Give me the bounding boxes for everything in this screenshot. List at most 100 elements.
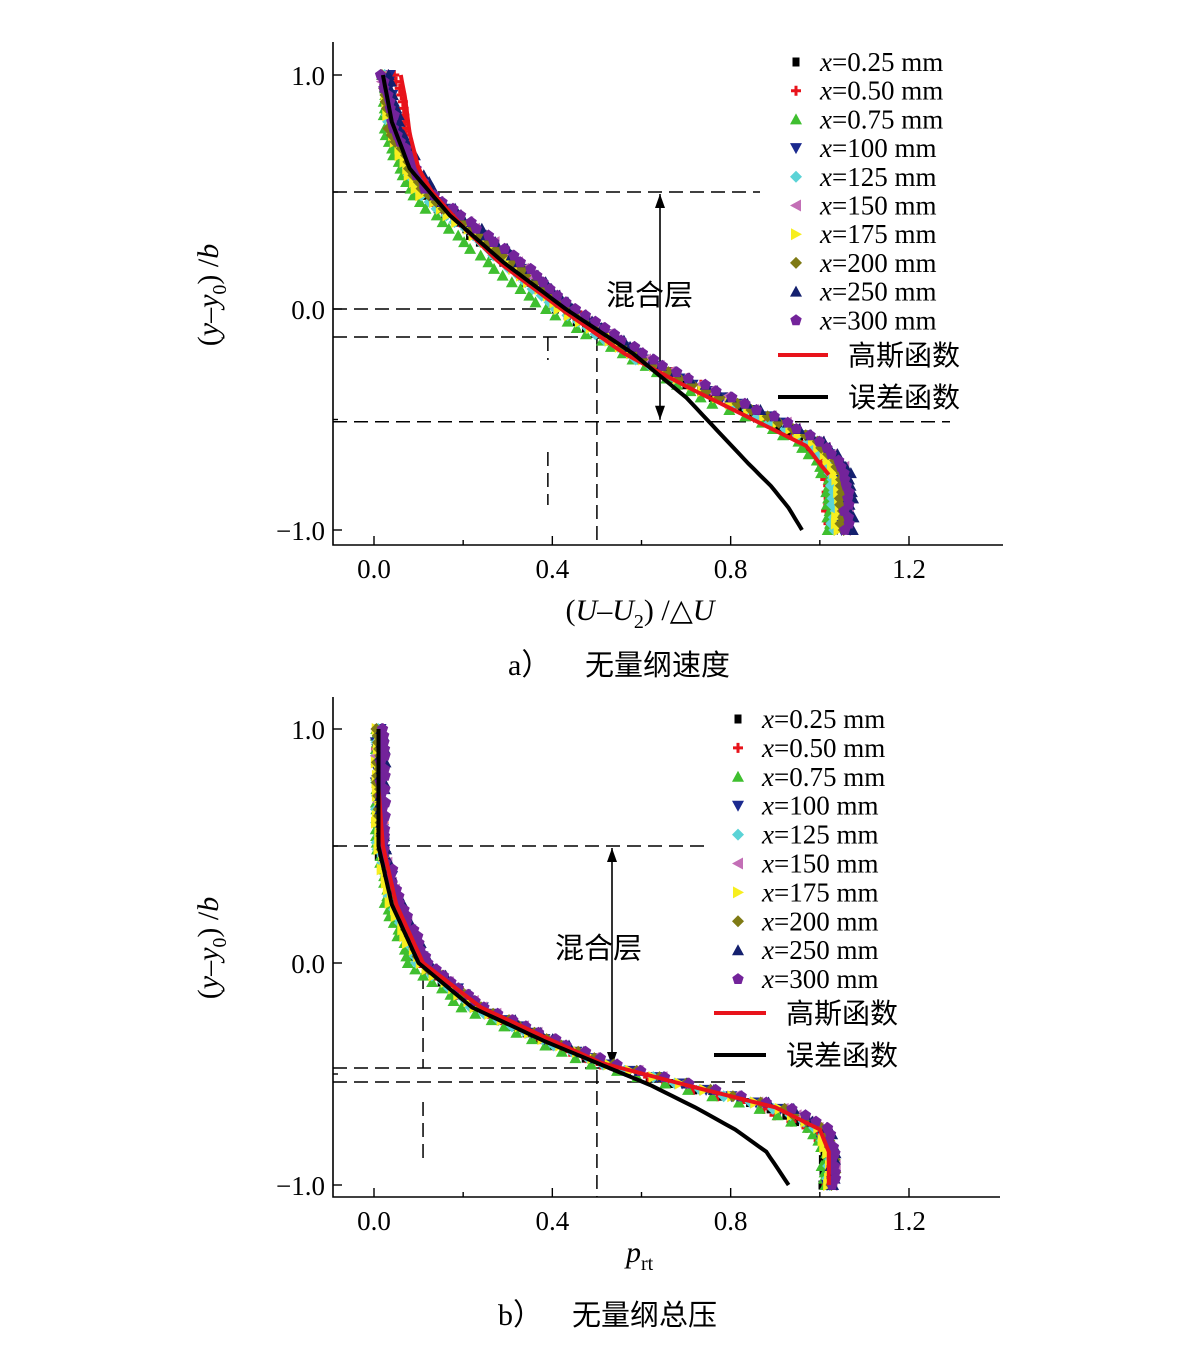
panel-b-arrowhead-bottom [607, 1052, 617, 1066]
panel-b-legend-marker [734, 714, 742, 724]
panel-b-point [555, 1045, 568, 1057]
panel-b-point [539, 1039, 552, 1051]
panel-b-arrowhead-top [607, 848, 617, 862]
panel-b-point [401, 957, 414, 968]
panel-a-legend-item: x=200 mm [790, 248, 936, 278]
panel-a-point [452, 229, 465, 241]
panel-b-legend-marker [732, 857, 743, 870]
panel-a-point [833, 492, 846, 505]
panel-a-legend-marker [790, 285, 802, 297]
panel-b-legend-line-label: 高斯函数 [786, 997, 898, 1030]
panel-b-xtick-label: 0.8 [714, 1206, 748, 1236]
panel-b-legend-label: x=0.75 mm [761, 762, 885, 792]
panel-a-legend-marker [792, 57, 800, 67]
panel-b-legend-item: x=0.50 mm [733, 733, 885, 763]
panel-a-point [815, 467, 828, 479]
panel-a-point [694, 391, 707, 403]
panel-a-point [608, 328, 621, 340]
panel-a-point [496, 269, 509, 281]
panel-a-arrowhead-bottom [655, 405, 665, 420]
panel-a-point [488, 236, 500, 247]
panel-a-legend-item: x=250 mm [790, 277, 936, 307]
panel-a-point [454, 209, 467, 221]
panel-a-xtick-label: 0.4 [535, 554, 569, 584]
panel-b-point [829, 1166, 841, 1178]
panel-b-data [369, 723, 842, 1191]
panel-a: (y–y0) /b (U–U2) /△U a） 无量纲速度 0.0 0.4 0.8 1… [192, 42, 1003, 682]
panel-a-point [775, 424, 783, 434]
panel-a-legend-line-label: 误差函数 [848, 381, 960, 414]
panel-a-point [589, 315, 602, 327]
panel-a-legend-marker [790, 314, 802, 326]
panel-a-legend-marker [791, 85, 801, 96]
panel-b-point [378, 743, 391, 754]
panel-a-point [820, 486, 833, 498]
panel-b-point [378, 729, 390, 741]
panel-b-point [786, 1102, 798, 1114]
panel-b-legend-marker [732, 944, 744, 956]
panel-a-point [540, 303, 553, 314]
panel-a-point [442, 222, 455, 234]
panel-a-point [802, 448, 815, 460]
panel-b-xtick-label: 1.2 [892, 1206, 926, 1236]
panel-a-legend-label: x=0.50 mm [819, 76, 943, 106]
panel-b-annotation: 混合层 [555, 931, 642, 965]
panel-b-legend-line-item: 高斯函数 [714, 997, 898, 1030]
panel-a-point [628, 340, 641, 352]
panel-b-caption: 无量纲总压 [572, 1298, 717, 1332]
panel-a-legend-line-label: 高斯函数 [848, 339, 960, 372]
panel-b-point [525, 1033, 538, 1045]
panel-a-ytick-label: −1.0 [276, 516, 325, 546]
panel-a-point [839, 524, 851, 535]
panel-b-point [378, 763, 391, 774]
panel-b-legend-marker [732, 800, 744, 812]
panel-b-legend-label: x=200 mm [761, 906, 878, 936]
panel-a-point [782, 416, 794, 428]
panel-b-legend-item: x=300 mm [732, 964, 878, 994]
panel-a-arrowhead-top [655, 194, 665, 208]
panel-a-legend-item: x=0.25 mm [792, 47, 943, 77]
panel-b-legend-marker [732, 828, 744, 841]
panel-b-legend-item: x=0.25 mm [734, 704, 885, 734]
panel-b-legend-marker [732, 973, 744, 984]
panel-b-point [409, 963, 422, 975]
panel-a-point [560, 296, 572, 308]
panel-b-point [398, 943, 411, 955]
panel-a-legend-marker [790, 143, 802, 155]
panel-b-point [799, 1109, 812, 1121]
panel-b-legend-label: x=250 mm [761, 935, 878, 965]
panel-b-legend-label: x=125 mm [761, 820, 878, 850]
panel-b-caption-prefix: b） [498, 1299, 543, 1332]
panel-a-point [464, 242, 477, 254]
panel-b-point [659, 1077, 672, 1089]
panel-a-point [726, 391, 738, 403]
panel-b-legend-marker [732, 770, 744, 782]
panel-b-point [785, 1115, 798, 1127]
panel-a-point [400, 175, 413, 187]
panel-a-ylabel: (y–y0) /b [192, 244, 231, 347]
panel-b-ytick-label: −1.0 [276, 1171, 325, 1201]
panel-b-legend-item: x=200 mm [732, 906, 878, 936]
panel-b-legend-marker [733, 886, 744, 899]
panel-a-legend-label: x=125 mm [819, 162, 936, 192]
panel-a-point [470, 222, 482, 234]
panel-a-caption: 无量纲速度 [585, 648, 730, 682]
panel-a-point [482, 256, 495, 268]
panel-a-point [544, 282, 556, 294]
panel-b-legend-label: x=150 mm [761, 849, 878, 879]
panel-a-annotation: 混合层 [606, 278, 693, 312]
panel-b-axes [332, 697, 1000, 1198]
panel-a-caption-prefix: a） [508, 649, 551, 682]
panel-a-point [413, 196, 426, 208]
panel-b-legend-item: x=100 mm [732, 791, 878, 821]
panel-a-legend-marker [790, 113, 802, 125]
panel-a-legend-item: x=300 mm [790, 305, 936, 335]
panel-a-point [599, 321, 611, 333]
panel-b-xlabel: prt [624, 1236, 654, 1275]
panel-b-legend-label: x=0.50 mm [761, 733, 885, 763]
panel-a-data [374, 69, 860, 536]
panel-a-point [825, 448, 837, 460]
panel-a-point [393, 115, 406, 127]
panel-a-legend-label: x=175 mm [819, 219, 936, 249]
